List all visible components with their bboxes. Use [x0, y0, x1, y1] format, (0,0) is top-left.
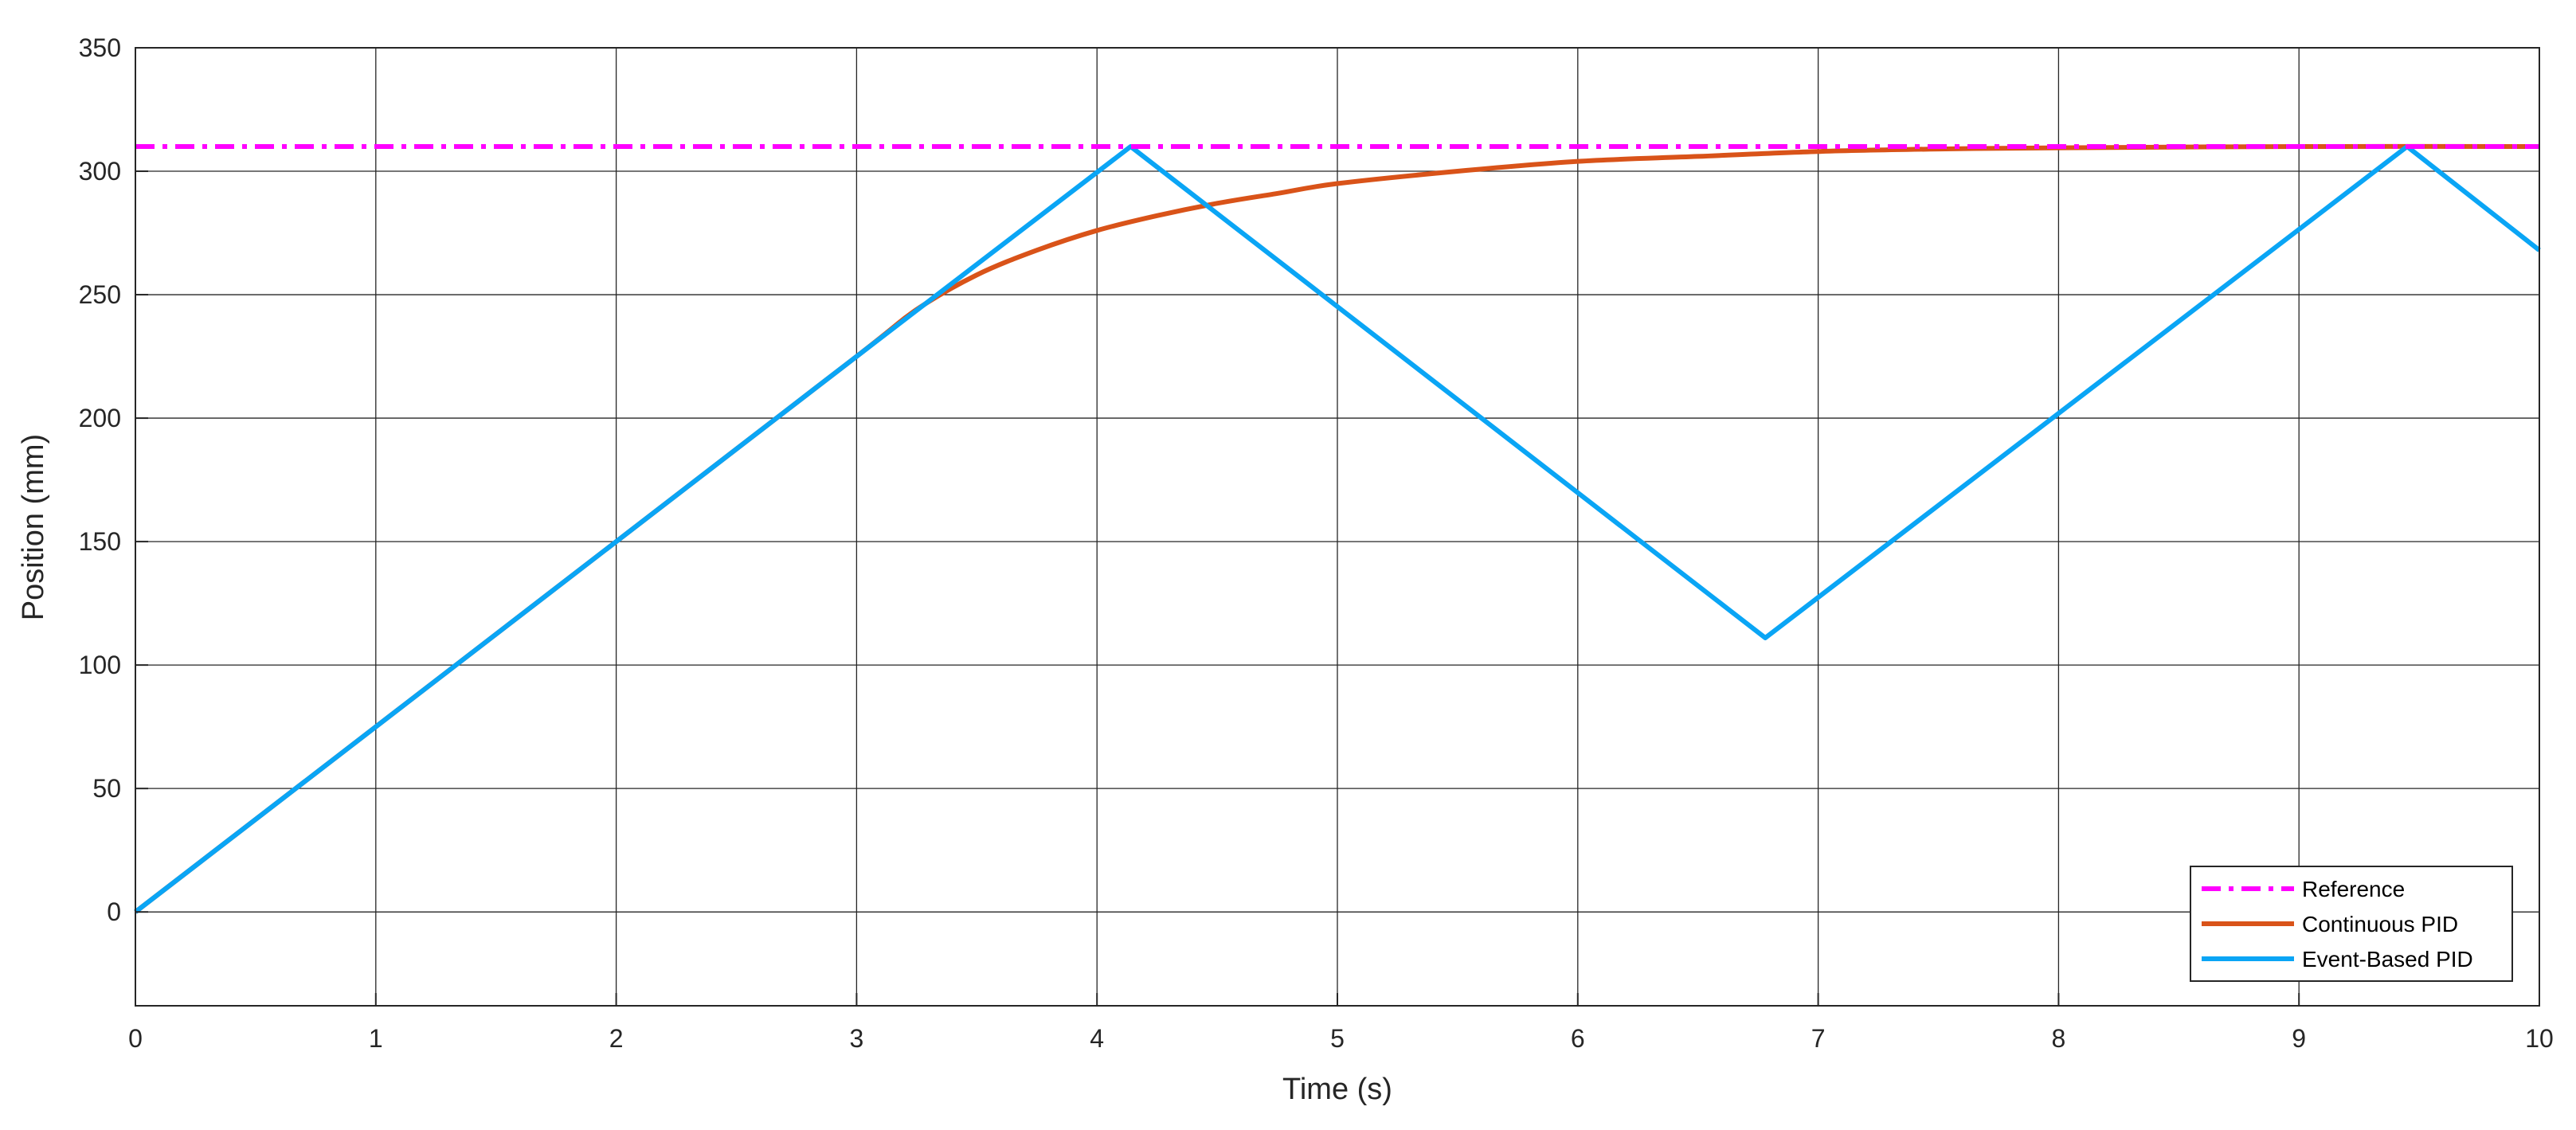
- legend-label-continuous-pid: Continuous PID: [2302, 912, 2458, 936]
- x-tick-labels: 0 1 2 3 4 5 6 7 8 9 10: [128, 993, 2554, 1053]
- x-tick-label: 5: [1330, 1024, 1345, 1053]
- series-line-event-based-pid: [134, 144, 2541, 914]
- y-tick-label: 100: [79, 651, 121, 679]
- y-tick-label: 250: [79, 280, 121, 309]
- legend: Reference Continuous PID Event-Based PID: [2190, 866, 2513, 982]
- x-tick-label: 2: [609, 1024, 624, 1053]
- x-tick-label: 0: [128, 1024, 143, 1053]
- y-tick-label: 300: [79, 157, 121, 186]
- y-tick-label: 200: [79, 404, 121, 432]
- y-axis-title: Position (mm): [17, 434, 50, 620]
- y-tick-label: 50: [92, 774, 121, 803]
- series-lines: [134, 143, 2541, 914]
- x-tick-label: 3: [850, 1024, 864, 1053]
- legend-label-event-based-pid: Event-Based PID: [2302, 947, 2473, 972]
- x-tick-label: 7: [1811, 1024, 1826, 1053]
- x-tick-label: 10: [2525, 1024, 2554, 1053]
- y-tick-label: 350: [79, 33, 121, 62]
- x-tick-label: 4: [1090, 1024, 1104, 1053]
- y-tick-label: 0: [107, 897, 121, 926]
- x-tick-label: 9: [2292, 1024, 2306, 1053]
- y-tick-labels: 0 50 100 150 200 250 300 350: [79, 33, 148, 926]
- x-tick-label: 1: [369, 1024, 383, 1053]
- x-axis-title: Time (s): [1282, 1073, 1392, 1106]
- legend-label-reference: Reference: [2302, 877, 2405, 901]
- x-tick-label: 8: [2052, 1024, 2066, 1053]
- y-tick-label: 150: [79, 527, 121, 556]
- x-tick-label: 6: [1571, 1024, 1585, 1053]
